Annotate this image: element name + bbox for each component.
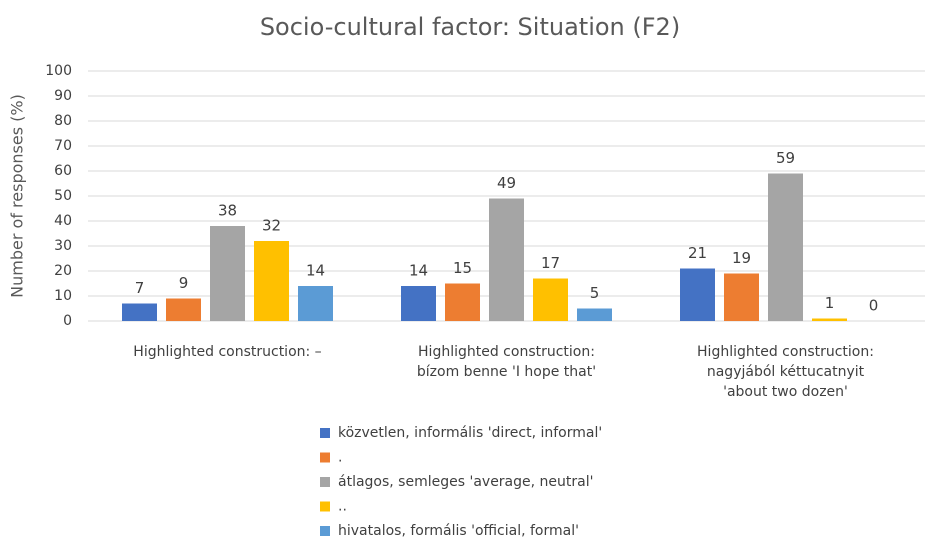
data-label: 15 [453,259,472,277]
legend-label: hivatalos, formális 'official, formal' [338,523,579,539]
x-tick-label: Highlighted construction: [418,344,595,360]
y-tick-label: 20 [54,263,72,279]
legend-swatch [320,501,330,512]
legend-label: . [338,450,342,466]
legend-label: közvetlen, informális 'direct, informal' [338,425,602,441]
data-label: 14 [306,262,325,280]
bar [166,298,201,321]
data-label: 9 [179,274,189,292]
bar [489,198,524,321]
data-label: 32 [262,217,281,235]
chart-title: Socio-cultural factor: Situation (F2) [260,13,680,41]
y-tick-label: 100 [45,63,72,79]
y-tick-label: 50 [54,188,72,204]
bar [445,283,480,321]
bar [122,303,157,321]
bar [254,241,289,321]
legend-label: .. [338,499,347,515]
bar [724,273,759,321]
x-tick-label: nagyjából kéttucatnyit [707,364,865,380]
legend-swatch [320,452,330,463]
data-label: 19 [732,249,751,267]
data-label: 1 [825,294,835,312]
data-label: 7 [135,279,145,297]
y-tick-label: 70 [54,138,72,154]
legend-swatch [320,477,330,487]
bar [768,173,803,321]
data-label: 17 [541,254,560,272]
bar [210,226,245,321]
bar [812,318,847,321]
x-tick-label: Highlighted construction: – [133,344,321,360]
y-tick-label: 10 [54,288,72,304]
x-tick-label: 'about two dozen' [723,384,848,400]
data-label: 49 [497,174,516,192]
legend-label: átlagos, semleges 'average, neutral' [338,474,593,490]
y-tick-label: 60 [54,163,72,179]
bar [401,286,436,321]
data-label: 5 [590,284,600,302]
y-tick-label: 80 [54,113,72,129]
data-label: 0 [869,297,879,315]
y-tick-label: 40 [54,213,72,229]
y-tick-label: 90 [54,88,72,104]
y-axis-label: Number of responses (%) [8,94,27,298]
bar [298,286,333,321]
bar [533,278,568,321]
data-label: 21 [688,244,707,262]
x-tick-label: bízom benne 'I hope that' [417,364,596,380]
y-tick-label: 0 [63,313,72,329]
y-tick-label: 30 [54,238,72,254]
bar [680,268,715,321]
data-label: 38 [218,202,237,220]
x-tick-label: Highlighted construction: [697,344,874,360]
bar [577,308,612,321]
legend-swatch [320,526,330,536]
data-label: 59 [776,149,795,167]
data-label: 14 [409,262,428,280]
legend-swatch [320,428,330,438]
